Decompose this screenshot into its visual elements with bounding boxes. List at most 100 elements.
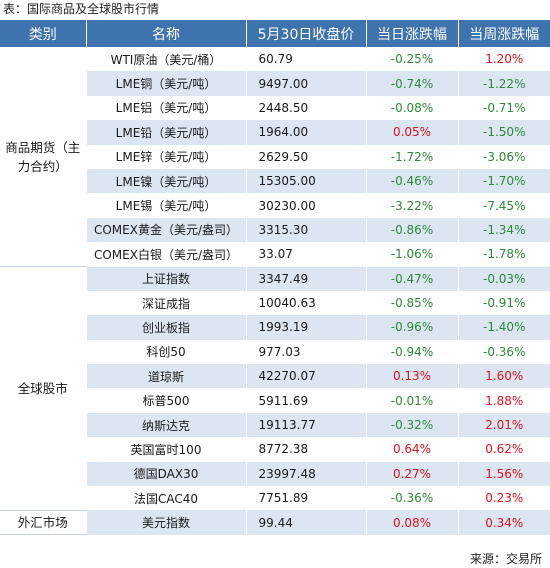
day-change-cell: -0.36%: [366, 486, 459, 511]
day-change-cell: -1.06%: [366, 242, 459, 267]
table-body: 商品期货（主力合约） WTI原油（美元/桶） 60.79 -0.25% 1.20% LME…: [0, 47, 550, 536]
table-row: 英国富时100 8772.38 0.64% 0.62%: [0, 437, 550, 462]
table-row: COMEX白银（美元/盎司） 33.07 -1.06% -1.78%: [0, 242, 550, 267]
week-change-cell: 0.62%: [458, 437, 550, 462]
price-cell: 30230.00: [246, 193, 367, 218]
category-cell: 外汇市场: [0, 510, 87, 536]
name-cell: LME铅（美元/吨）: [86, 120, 247, 145]
price-cell: 99.44: [246, 510, 367, 535]
day-change-cell: -0.01%: [366, 388, 459, 413]
name-cell: LME锌（美元/吨）: [86, 144, 247, 169]
day-change-cell: -0.32%: [366, 412, 459, 438]
price-cell: 9497.00: [246, 71, 367, 96]
week-change-cell: -3.06%: [458, 144, 550, 169]
table-row: 道琼斯 42270.07 0.13% 1.60%: [0, 364, 550, 389]
name-cell: 美元指数: [86, 510, 247, 535]
table-row: LME铜（美元/吨） 9497.00 -0.74% -1.22%: [0, 71, 550, 96]
name-cell: 深证成指: [86, 290, 247, 316]
price-cell: 23997.48: [246, 461, 367, 487]
name-cell: LME铝（美元/吨）: [86, 95, 247, 121]
day-change-cell: -0.47%: [366, 266, 459, 291]
week-change-cell: -1.70%: [458, 168, 550, 194]
price-cell: 1993.19: [246, 315, 367, 340]
day-change-cell: -0.08%: [366, 95, 459, 121]
header-week-change: 当周涨跌幅: [458, 20, 550, 47]
table-row: COMEX黄金（美元/盎司） 3315.30 -0.86% -1.34%: [0, 217, 550, 243]
price-cell: 7751.89: [246, 486, 367, 511]
source-note: 来源：交易所: [469, 552, 542, 566]
price-cell: 60.79: [246, 47, 367, 72]
week-change-cell: -0.36%: [458, 339, 550, 365]
name-cell: 英国富时100: [86, 437, 247, 462]
table-row: 外汇市场 美元指数 99.44 0.08% 0.34%: [0, 510, 550, 536]
day-change-cell: 0.13%: [366, 364, 459, 389]
week-change-cell: -0.71%: [458, 95, 550, 121]
table-row: LME铅（美元/吨） 1964.00 0.05% -1.50%: [0, 120, 550, 145]
week-change-cell: -1.50%: [458, 120, 550, 145]
table-row: LME锡（美元/吨） 30230.00 -3.22% -7.45%: [0, 193, 550, 218]
day-change-cell: -0.46%: [366, 168, 459, 194]
category-cell: 商品期货（主力合约）: [0, 47, 87, 268]
price-cell: 2629.50: [246, 144, 367, 169]
price-cell: 5911.69: [246, 388, 367, 413]
day-change-cell: -0.85%: [366, 290, 459, 316]
price-cell: 3315.30: [246, 217, 367, 243]
price-cell: 8772.38: [246, 437, 367, 462]
week-change-cell: -0.91%: [458, 290, 550, 316]
week-change-cell: 0.23%: [458, 486, 550, 511]
price-cell: 42270.07: [246, 364, 367, 389]
table-row: 德国DAX30 23997.48 0.27% 1.56%: [0, 461, 550, 487]
day-change-cell: -3.22%: [366, 193, 459, 218]
table-row: 标普500 5911.69 -0.01% 1.88%: [0, 388, 550, 413]
name-cell: 法国CAC40: [86, 486, 247, 511]
table-row: 创业板指 1993.19 -0.96% -1.40%: [0, 315, 550, 340]
day-change-cell: 0.64%: [366, 437, 459, 462]
name-cell: LME铜（美元/吨）: [86, 71, 247, 96]
name-cell: 道琼斯: [86, 364, 247, 389]
name-cell: 上证指数: [86, 266, 247, 291]
week-change-cell: 1.20%: [458, 47, 550, 72]
table-row: LME镍（美元/吨） 15305.00 -0.46% -1.70%: [0, 168, 550, 194]
week-change-cell: 1.60%: [458, 364, 550, 389]
name-cell: LME镍（美元/吨）: [86, 168, 247, 194]
table-row: 法国CAC40 7751.89 -0.36% 0.23%: [0, 486, 550, 511]
week-change-cell: -1.78%: [458, 242, 550, 267]
day-change-cell: -0.86%: [366, 217, 459, 243]
day-change-cell: -0.25%: [366, 47, 459, 72]
name-cell: 标普500: [86, 388, 247, 413]
table-caption: 表：国际商品及全球股市行情: [3, 2, 160, 16]
day-change-cell: -1.72%: [366, 144, 459, 169]
name-cell: 德国DAX30: [86, 461, 247, 487]
header-day-change: 当日涨跌幅: [366, 20, 459, 47]
price-cell: 977.03: [246, 339, 367, 365]
header-row: 类别 名称 5月30日收盘价 当日涨跌幅 当周涨跌幅: [0, 20, 550, 47]
table-row: 全球股市 上证指数 3347.49 -0.47% -0.03%: [0, 266, 550, 511]
week-change-cell: -1.40%: [458, 315, 550, 340]
market-table: 类别 名称 5月30日收盘价 当日涨跌幅 当周涨跌幅 商品期货（主力合约） WTI…: [0, 20, 550, 536]
day-change-cell: -0.94%: [366, 339, 459, 365]
name-cell: LME锡（美元/吨）: [86, 193, 247, 218]
day-change-cell: -0.74%: [366, 71, 459, 96]
price-cell: 10040.63: [246, 290, 367, 316]
table-row: 科创50 977.03 -0.94% -0.36%: [0, 339, 550, 365]
price-cell: 15305.00: [246, 168, 367, 194]
name-cell: COMEX黄金（美元/盎司）: [86, 217, 247, 243]
day-change-cell: 0.08%: [366, 510, 459, 535]
category-cell: 全球股市: [0, 266, 87, 511]
table-row: 深证成指 10040.63 -0.85% -0.91%: [0, 290, 550, 316]
price-cell: 19113.77: [246, 412, 367, 438]
name-cell: 科创50: [86, 339, 247, 365]
header-category: 类别: [0, 20, 87, 47]
price-cell: 2448.50: [246, 95, 367, 121]
name-cell: WTI原油（美元/桶）: [86, 47, 247, 72]
week-change-cell: -0.03%: [458, 266, 550, 291]
table-row: LME锌（美元/吨） 2629.50 -1.72% -3.06%: [0, 144, 550, 169]
header-close-price: 5月30日收盘价: [246, 20, 367, 47]
header-name: 名称: [86, 20, 247, 47]
name-cell: 创业板指: [86, 315, 247, 340]
table-row: 商品期货（主力合约） WTI原油（美元/桶） 60.79 -0.25% 1.20%: [0, 47, 550, 268]
week-change-cell: -1.22%: [458, 71, 550, 96]
name-cell: 纳斯达克: [86, 412, 247, 438]
week-change-cell: -1.34%: [458, 217, 550, 243]
